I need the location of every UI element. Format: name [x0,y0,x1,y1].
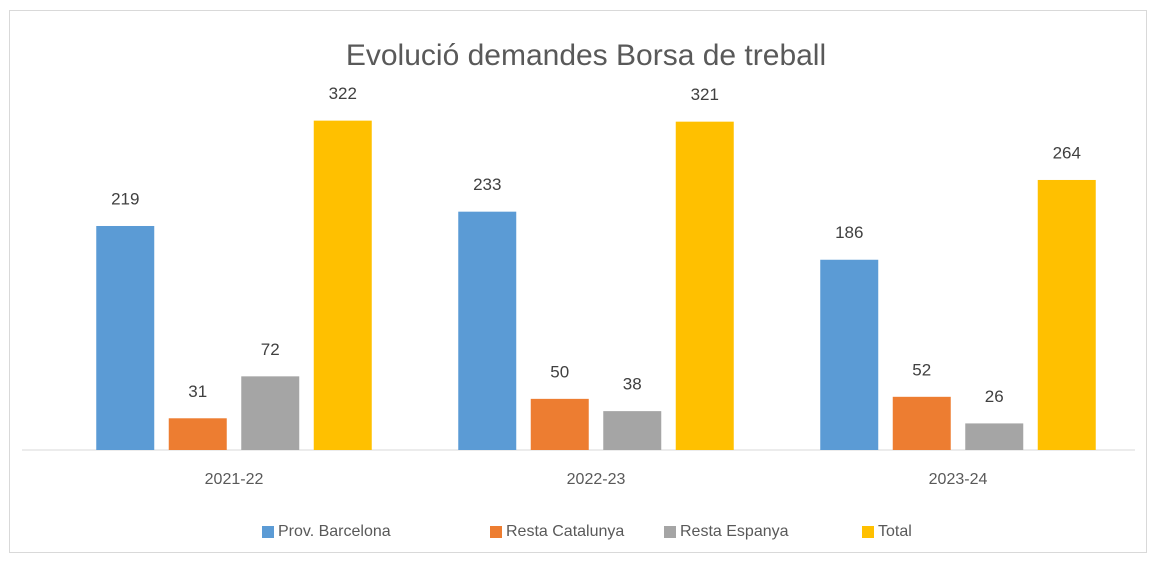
bar [168,418,227,450]
legend-swatch [664,526,676,538]
legend-swatch [862,526,874,538]
data-label: 38 [623,375,642,394]
data-label: 31 [188,382,207,401]
data-label: 264 [1053,143,1081,162]
data-label: 321 [691,85,719,104]
bar [892,396,951,450]
data-label: 322 [329,84,357,103]
data-label: 52 [912,360,931,379]
legend-swatch [262,526,274,538]
x-tick-label: 2021-22 [205,471,264,488]
legend-label: Resta Espanya [680,523,789,540]
chart-border [9,10,1147,553]
legend-label: Total [878,523,912,540]
bar [820,259,879,450]
data-label: 186 [835,223,863,242]
bar [1037,179,1096,451]
bar [313,120,372,450]
legend-label: Resta Catalunya [506,523,624,540]
bar [530,398,589,450]
data-label: 233 [473,175,501,194]
legend-label: Prov. Barcelona [278,523,391,540]
bar [458,211,517,450]
bar [241,376,300,450]
x-tick-label: 2023-24 [929,471,988,488]
bar [965,423,1024,450]
bar [96,225,155,450]
bar [675,121,734,451]
data-label: 72 [261,340,280,359]
data-label: 26 [985,387,1004,406]
bar [603,411,662,450]
data-label: 219 [111,189,139,208]
chart-title: Evolució demandes Borsa de treball [346,39,826,72]
legend-swatch [490,526,502,538]
data-label: 50 [550,362,569,381]
x-tick-label: 2022-23 [567,471,626,488]
